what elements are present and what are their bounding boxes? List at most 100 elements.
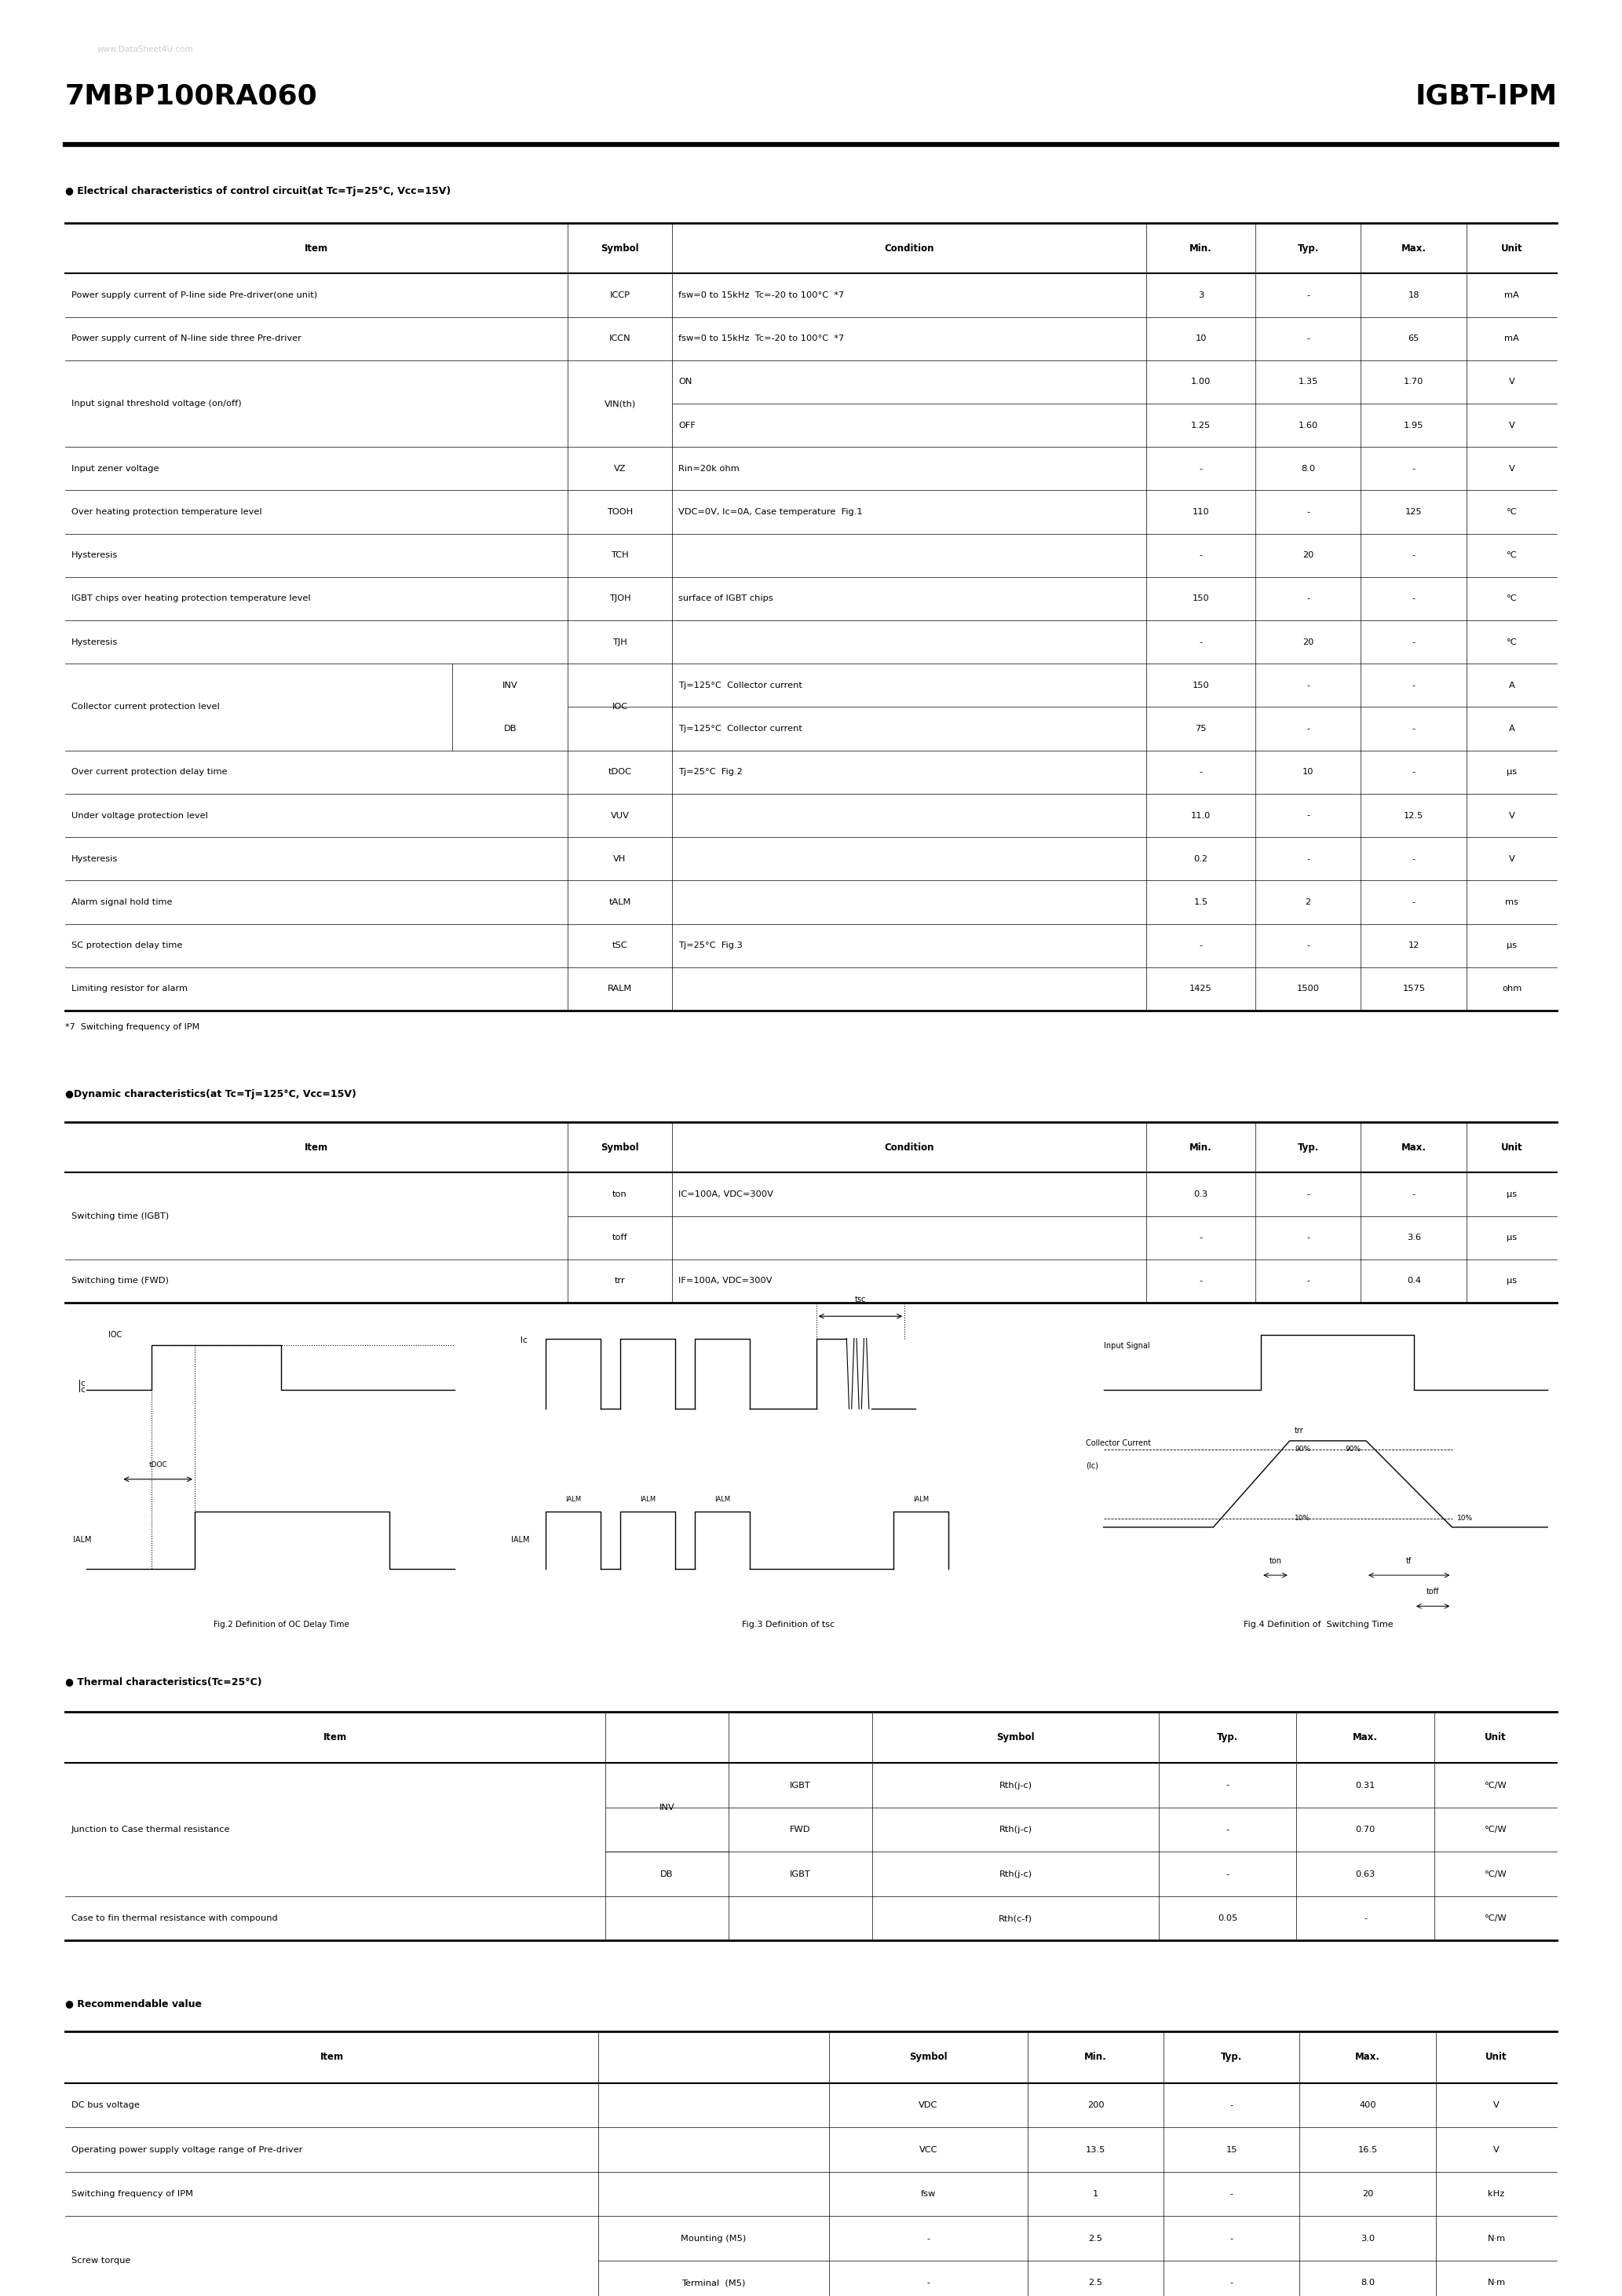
Text: IOC: IOC <box>611 703 628 712</box>
Text: -: - <box>1413 682 1416 689</box>
Text: 0.63: 0.63 <box>1356 1871 1375 1878</box>
Text: Max.: Max. <box>1401 243 1426 253</box>
Text: Input zener voltage: Input zener voltage <box>71 464 159 473</box>
Text: -: - <box>1199 638 1202 645</box>
Text: 10: 10 <box>1302 769 1314 776</box>
Text: ICCN: ICCN <box>608 335 631 342</box>
Text: Item: Item <box>323 1731 347 1743</box>
Text: SC protection delay time: SC protection delay time <box>71 941 182 951</box>
Text: ICCP: ICCP <box>610 292 629 298</box>
Text: VZ: VZ <box>613 464 626 473</box>
Text: -: - <box>1413 1189 1416 1199</box>
Text: TJOH: TJOH <box>608 595 631 602</box>
Text: -: - <box>1306 854 1309 863</box>
Text: 1.35: 1.35 <box>1298 379 1319 386</box>
Text: -: - <box>1229 2280 1233 2287</box>
Text: mA: mA <box>1505 292 1520 298</box>
Text: 1.70: 1.70 <box>1403 379 1424 386</box>
Text: -: - <box>1226 1782 1229 1789</box>
Text: -: - <box>1413 898 1416 907</box>
Text: Input Signal: Input Signal <box>1103 1341 1150 1350</box>
Text: Collector current protection level: Collector current protection level <box>71 703 219 712</box>
Text: Screw torque: Screw torque <box>71 2257 130 2264</box>
Text: -: - <box>1199 464 1202 473</box>
Text: Symbol: Symbol <box>600 243 639 253</box>
Text: °C/W: °C/W <box>1484 1782 1507 1789</box>
Text: 12.5: 12.5 <box>1405 810 1424 820</box>
Text: www.DataSheet4U.com: www.DataSheet4U.com <box>97 46 193 53</box>
Text: Case to fin thermal resistance with compound: Case to fin thermal resistance with comp… <box>71 1915 277 1922</box>
Text: 75: 75 <box>1195 726 1207 732</box>
Text: Rth(j-c): Rth(j-c) <box>999 1782 1032 1789</box>
Text: VIN(th): VIN(th) <box>603 400 636 406</box>
Text: -: - <box>1199 1277 1202 1286</box>
Text: 7MBP100RA060: 7MBP100RA060 <box>65 83 318 110</box>
Text: Fig.2 Definition of OC Delay Time: Fig.2 Definition of OC Delay Time <box>214 1621 349 1628</box>
Text: fsw=0 to 15kHz  Tc=-20 to 100°C  *7: fsw=0 to 15kHz Tc=-20 to 100°C *7 <box>678 335 843 342</box>
Text: Alarm signal hold time: Alarm signal hold time <box>71 898 172 907</box>
Text: 10%: 10% <box>1294 1515 1311 1522</box>
Text: Ic: Ic <box>79 1387 86 1394</box>
Text: tSC: tSC <box>611 941 628 951</box>
Text: 10: 10 <box>1195 335 1207 342</box>
Text: Over current protection delay time: Over current protection delay time <box>71 769 227 776</box>
Text: Item: Item <box>320 2053 344 2062</box>
Text: IALM: IALM <box>913 1497 929 1504</box>
Text: 1: 1 <box>1093 2190 1098 2197</box>
Text: Tj=125°C  Collector current: Tj=125°C Collector current <box>678 682 803 689</box>
Text: 20: 20 <box>1302 638 1314 645</box>
Text: (Ic): (Ic) <box>1087 1463 1098 1469</box>
Text: ON: ON <box>678 379 693 386</box>
Text: Collector Current: Collector Current <box>1087 1440 1152 1446</box>
Text: Min.: Min. <box>1189 1141 1212 1153</box>
Text: μs: μs <box>1507 1189 1517 1199</box>
Text: VH: VH <box>613 854 626 863</box>
Text: Hysteresis: Hysteresis <box>71 551 118 560</box>
Text: Hysteresis: Hysteresis <box>71 854 118 863</box>
Text: 2: 2 <box>1306 898 1311 907</box>
Text: -: - <box>1306 682 1309 689</box>
Text: 10%: 10% <box>1457 1515 1473 1522</box>
Text: Terminal  (M5): Terminal (M5) <box>681 2280 746 2287</box>
Text: ton: ton <box>613 1189 628 1199</box>
Text: IGBT: IGBT <box>790 1782 811 1789</box>
Text: V: V <box>1508 854 1515 863</box>
Text: Unit: Unit <box>1484 1731 1507 1743</box>
Text: tf: tf <box>1406 1557 1411 1564</box>
Text: IALM: IALM <box>641 1497 655 1504</box>
Text: μs: μs <box>1507 1233 1517 1242</box>
Text: Rth(c-f): Rth(c-f) <box>999 1915 1033 1922</box>
Text: μs: μs <box>1507 941 1517 951</box>
Text: tsc: tsc <box>855 1295 866 1304</box>
Text: IOC: IOC <box>109 1332 122 1339</box>
Text: ● Recommendable value: ● Recommendable value <box>65 1998 201 2009</box>
Text: IALM: IALM <box>511 1536 530 1543</box>
Text: 1.95: 1.95 <box>1403 422 1424 429</box>
Text: 0.05: 0.05 <box>1218 1915 1238 1922</box>
Text: -: - <box>1364 1915 1367 1922</box>
Text: VCC: VCC <box>920 2147 938 2154</box>
Text: Condition: Condition <box>884 1141 934 1153</box>
Text: Rin=20k ohm: Rin=20k ohm <box>678 464 740 473</box>
Text: V: V <box>1508 810 1515 820</box>
Text: kHz: kHz <box>1487 2190 1505 2197</box>
Text: DB: DB <box>503 726 516 732</box>
Text: -: - <box>1413 595 1416 602</box>
Text: -: - <box>1306 726 1309 732</box>
Text: Fig.4 Definition of  Switching Time: Fig.4 Definition of Switching Time <box>1244 1621 1393 1628</box>
Text: Junction to Case thermal resistance: Junction to Case thermal resistance <box>71 1825 230 1835</box>
Text: mA: mA <box>1505 335 1520 342</box>
Text: 150: 150 <box>1192 595 1210 602</box>
Text: V: V <box>1508 422 1515 429</box>
Text: 110: 110 <box>1192 507 1210 517</box>
Text: surface of IGBT chips: surface of IGBT chips <box>678 595 774 602</box>
Text: Operating power supply voltage range of Pre-driver: Operating power supply voltage range of … <box>71 2147 303 2154</box>
Text: 8.0: 8.0 <box>1361 2280 1375 2287</box>
Text: -: - <box>1413 854 1416 863</box>
Text: IGBT: IGBT <box>790 1871 811 1878</box>
Text: μs: μs <box>1507 769 1517 776</box>
Text: 15: 15 <box>1226 2147 1238 2154</box>
Text: 1.25: 1.25 <box>1191 422 1210 429</box>
Text: -: - <box>1199 941 1202 951</box>
Text: -: - <box>1229 2234 1233 2243</box>
